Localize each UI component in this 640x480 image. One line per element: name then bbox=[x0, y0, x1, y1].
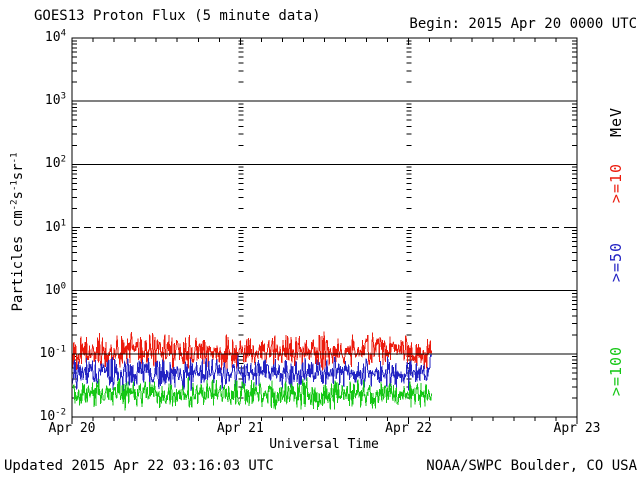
legend-ge50-mev: >=50 bbox=[607, 241, 625, 283]
begin-timestamp: Begin: 2015 Apr 20 0000 UTC bbox=[409, 16, 637, 32]
series-trace-ge10-mev bbox=[71, 331, 432, 371]
x-axis-title: Universal Time bbox=[269, 437, 379, 452]
chart-title: GOES13 Proton Flux (5 minute data) bbox=[34, 8, 321, 24]
x-tick-label: Apr 20 bbox=[48, 421, 96, 436]
series-trace-ge100-mev bbox=[71, 377, 432, 411]
y-tick-label: 10-1 bbox=[39, 344, 67, 361]
y-tick-label: 103 bbox=[44, 91, 66, 108]
series-trace-ge50-mev bbox=[71, 353, 432, 393]
legend-ge100-mev: >=100 bbox=[607, 345, 625, 397]
updated-timestamp: Updated 2015 Apr 22 03:16:03 UTC bbox=[4, 458, 274, 474]
y-tick-label: 102 bbox=[44, 154, 66, 172]
plot-frame bbox=[71, 37, 578, 418]
legend-ge10-mev: >=10 bbox=[607, 162, 625, 204]
x-tick-label: Apr 21 bbox=[216, 421, 264, 436]
y-tick-label: 104 bbox=[44, 28, 66, 45]
y-tick-label: 10-2 bbox=[39, 407, 67, 424]
x-tick-label: Apr 23 bbox=[553, 421, 601, 436]
y-tick-label: 100 bbox=[44, 281, 66, 298]
y-axis-unit-label: MeV bbox=[607, 106, 625, 138]
source-attribution: NOAA/SWPC Boulder, CO USA bbox=[426, 458, 637, 474]
x-tick-label: Apr 22 bbox=[385, 421, 433, 436]
y-tick-label: 101 bbox=[44, 217, 66, 235]
